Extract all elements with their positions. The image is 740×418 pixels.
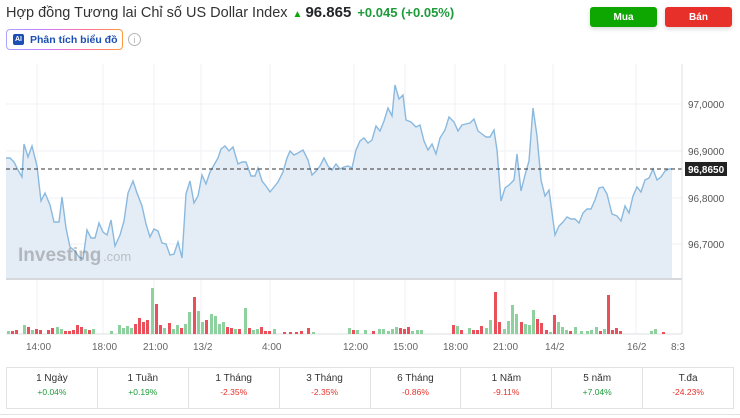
svg-text:21:00: 21:00 bbox=[143, 342, 168, 353]
last-price: 96.865 bbox=[305, 4, 352, 21]
ai-chart-analysis-label: Phân tích biểu đồ bbox=[30, 33, 118, 46]
buy-button[interactable]: Mua bbox=[590, 7, 657, 27]
ai-chart-analysis-button[interactable]: AI Phân tích biểu đồ bbox=[6, 29, 123, 50]
perf-1-month[interactable]: 1 Tháng -2.35% bbox=[189, 368, 280, 408]
price-chart[interactable]: Investing .com 97,0000 96,9000 96,8000 9… bbox=[0, 0, 740, 360]
svg-text:18:00: 18:00 bbox=[92, 342, 117, 353]
info-icon[interactable]: i bbox=[128, 33, 141, 46]
svg-text:16/2: 16/2 bbox=[627, 342, 647, 353]
perf-1-year[interactable]: 1 Năm -9.11% bbox=[461, 368, 553, 408]
instrument-title: Hợp đồng Tương lai Chỉ số US Dollar Inde… bbox=[6, 5, 288, 21]
price-change: +0.045 (+0.05%) bbox=[357, 5, 455, 20]
svg-text:.com: .com bbox=[103, 249, 131, 264]
y-tick: 96,9000 bbox=[688, 147, 725, 158]
price-line bbox=[6, 84, 672, 261]
y-tick: 96,8000 bbox=[688, 194, 725, 205]
sell-button[interactable]: Bán bbox=[665, 7, 732, 27]
perf-6-months[interactable]: 6 Tháng -0.86% bbox=[371, 368, 462, 408]
svg-text:Investing: Investing bbox=[18, 245, 101, 266]
volume-bars bbox=[7, 288, 665, 334]
perf-5-years[interactable]: 5 năm +7.04% bbox=[552, 368, 644, 408]
svg-text:15:00: 15:00 bbox=[393, 342, 418, 353]
svg-text:21:00: 21:00 bbox=[493, 342, 518, 353]
y-tick: 96,7000 bbox=[688, 240, 725, 251]
svg-text:13/2: 13/2 bbox=[193, 342, 213, 353]
current-price-tag bbox=[685, 162, 727, 176]
y-tick: 97,0000 bbox=[688, 100, 725, 111]
ai-icon: AI bbox=[13, 34, 24, 45]
svg-text:8:3: 8:3 bbox=[671, 342, 685, 353]
svg-text:4:00: 4:00 bbox=[262, 342, 282, 353]
perf-1-day[interactable]: 1 Ngày +0.04% bbox=[7, 368, 98, 408]
x-axis: 14:00 18:00 21:00 13/2 4:00 12:00 15:00 … bbox=[26, 342, 685, 353]
perf-1-week[interactable]: 1 Tuần +0.19% bbox=[98, 368, 189, 408]
performance-table: 1 Ngày +0.04% 1 Tuần +0.19% 1 Tháng -2.35% … bbox=[6, 367, 734, 409]
instrument-header: Hợp đồng Tương lai Chỉ số US Dollar Inde… bbox=[6, 4, 454, 21]
investing-watermark: Investing .com bbox=[18, 245, 131, 266]
up-arrow-icon: ▲ bbox=[292, 9, 303, 20]
svg-text:12:00: 12:00 bbox=[343, 342, 368, 353]
divider bbox=[0, 414, 740, 415]
svg-text:14/2: 14/2 bbox=[545, 342, 565, 353]
perf-3-months[interactable]: 3 Tháng -2.35% bbox=[280, 368, 371, 408]
svg-text:14:00: 14:00 bbox=[26, 342, 51, 353]
current-price-label: 96,8650 bbox=[688, 165, 725, 176]
perf-max[interactable]: T.đa -24.23% bbox=[672, 373, 704, 397]
price-area bbox=[6, 85, 672, 278]
svg-text:18:00: 18:00 bbox=[443, 342, 468, 353]
